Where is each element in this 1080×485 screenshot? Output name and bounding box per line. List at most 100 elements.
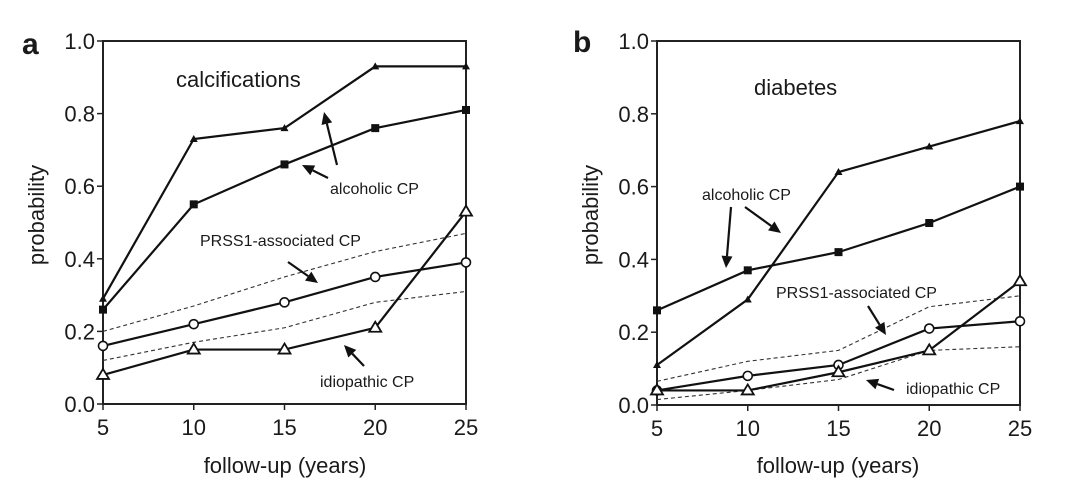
annotation-alcoholic-cp: alcoholic CP — [702, 187, 791, 204]
data-point-square — [99, 305, 107, 314]
data-point-open-triangle — [830, 364, 847, 378]
data-point-circle — [279, 297, 290, 308]
arrow-shaft — [287, 261, 309, 278]
data-point-circle — [1014, 315, 1026, 327]
panel-a-calcifications: a calcifications probability follow-up (… — [22, 28, 478, 478]
data-point-open-triangle — [276, 341, 293, 355]
y-tick-label: 0.0 — [618, 393, 649, 418]
arrow-head — [866, 378, 880, 390]
annotation-alcoholic-cp: alcoholic CP — [330, 181, 419, 198]
x-tick-label: 5 — [97, 415, 109, 440]
data-point-circle — [188, 318, 200, 330]
data-point-open-triangle — [367, 320, 383, 333]
data-point-triangle — [371, 62, 380, 70]
data-point-open-triangle — [1012, 273, 1028, 287]
data-point-triangle — [189, 135, 198, 143]
confidence-band-line — [656, 346, 1021, 401]
y-tick-label: 0.8 — [64, 102, 95, 127]
y-tick-label: 0.6 — [618, 175, 649, 200]
data-point-open-triangle — [458, 203, 474, 217]
y-tick-label: 0.8 — [618, 102, 649, 127]
series-idiopathic-cp — [95, 203, 474, 380]
data-point-square — [189, 200, 198, 209]
annotation-arrow — [744, 206, 781, 233]
x-tick-label: 20 — [363, 415, 387, 440]
x-tick-label: 25 — [454, 415, 478, 440]
panel-letter-a: a — [22, 28, 39, 61]
series-idiopathic-cp — [649, 273, 1028, 396]
x-tick-label: 5 — [651, 416, 663, 441]
arrow-shaft — [351, 352, 365, 367]
axes: 0.0 0.2 0.4 0.6 0.8 1.0 5 10 15 20 25 — [618, 29, 1032, 441]
y-tick-label: 0.4 — [64, 247, 95, 272]
data-point-square — [280, 160, 289, 169]
annotation-arrows — [287, 112, 365, 367]
data-point-circle — [460, 257, 472, 268]
arrow-head — [302, 165, 316, 176]
annotation-arrow — [321, 112, 339, 166]
annotation-arrow — [302, 165, 329, 179]
y-axis-label: probability — [578, 165, 603, 265]
data-point-square — [834, 248, 843, 257]
arrow-shaft — [876, 383, 895, 392]
panel-b-diabetes: b diabetes probability follow-up (years)… — [573, 26, 1032, 478]
series-alcoholic-cp-filled-triangle — [653, 117, 1024, 368]
arrow-head — [305, 271, 318, 283]
annotation-arrows — [721, 206, 895, 392]
data-point-square — [462, 105, 470, 114]
x-axis-label: follow-up (years) — [757, 453, 920, 478]
annotation-arrow — [287, 261, 318, 283]
x-tick-label: 25 — [1008, 416, 1032, 441]
data-point-triangle — [1016, 117, 1024, 125]
arrow-shaft — [325, 123, 339, 166]
data-point-square — [925, 219, 934, 227]
annotation-prss1-cp: PRSS1-associated CP — [200, 233, 361, 250]
y-tick-label: 1.0 — [64, 29, 95, 54]
y-tick-label: 0.2 — [64, 319, 95, 344]
panel-letter-b: b — [573, 26, 591, 59]
data-point-triangle — [834, 168, 843, 176]
y-tick-label: 0.0 — [64, 392, 95, 417]
series-alcoholic-cp-filled-square — [653, 182, 1024, 315]
data-point-circle — [742, 370, 754, 382]
series-line — [656, 120, 1021, 366]
data-point-square — [371, 124, 380, 133]
chart-title-diabetes: diabetes — [754, 75, 837, 100]
data-point-square — [1016, 182, 1024, 191]
data-point-square — [743, 266, 752, 275]
plot-area — [649, 117, 1028, 401]
annotation-arrow — [344, 345, 365, 367]
x-tick-label: 15 — [272, 415, 296, 440]
y-tick-label: 1.0 — [618, 29, 649, 54]
arrow-head — [768, 221, 781, 233]
chart-title-calcifications: calcifications — [176, 67, 301, 92]
confidence-band-line — [102, 232, 467, 332]
arrow-shaft — [744, 206, 772, 227]
data-point-open-triangle — [921, 342, 937, 356]
data-point-circle — [369, 271, 381, 283]
x-tick-label: 10 — [736, 416, 760, 441]
x-tick-label: 20 — [917, 416, 941, 441]
data-point-triangle — [99, 294, 107, 302]
confidence-band-line — [102, 290, 467, 361]
data-point-circle — [923, 323, 935, 334]
y-tick-label: 0.6 — [64, 174, 95, 199]
series-prss1-associated-cp-lower-bound — [102, 290, 467, 361]
data-point-circle — [97, 340, 109, 352]
series-prss1-associated-cp-lower-bound — [656, 346, 1021, 401]
arrow-head — [721, 255, 733, 268]
arrow-shaft — [725, 206, 733, 257]
y-axis-label: probability — [24, 165, 49, 265]
annotation-prss1-cp: PRSS1-associated CP — [776, 285, 937, 302]
confidence-band-line — [656, 295, 1021, 382]
y-tick-label: 0.2 — [618, 320, 649, 345]
data-point-open-triangle — [740, 382, 756, 396]
data-point-triangle — [653, 360, 661, 368]
annotation-arrow — [866, 378, 895, 392]
plot-area — [95, 62, 474, 380]
axes: 0.0 0.2 0.4 0.6 0.8 1.0 5 10 15 20 25 — [64, 29, 478, 440]
series-alcoholic-cp-filled-triangle — [99, 62, 470, 302]
arrow-head — [344, 345, 357, 358]
arrow-head — [874, 321, 886, 335]
